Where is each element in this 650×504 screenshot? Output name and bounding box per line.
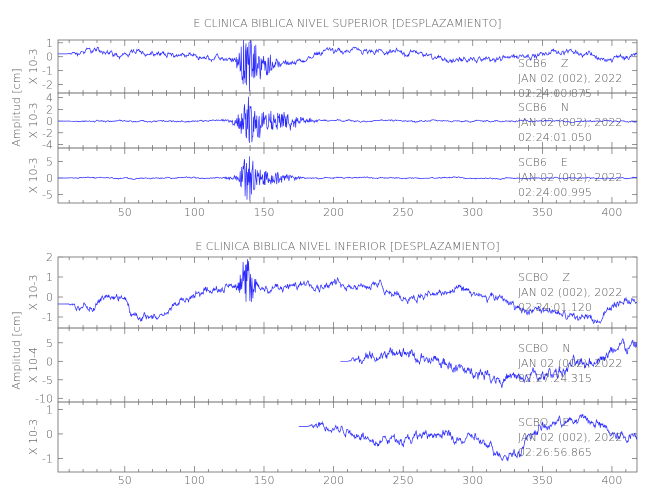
record-date: JAN 02 (002), 2022 [518, 431, 622, 444]
x-tick-label: 200 [323, 474, 344, 487]
y-tick-label: -1 [42, 452, 53, 465]
record-time: 02:27:24.315 [518, 372, 592, 385]
y-tick-label: 1 [46, 403, 53, 416]
x-tick-label: 150 [253, 474, 274, 487]
x-tick-label: 50 [118, 206, 132, 219]
component-name: E [561, 156, 568, 169]
x-tick-label: 400 [601, 206, 622, 219]
trace-SCBO-N [340, 338, 638, 388]
record-time: 02:24:01.120 [518, 301, 592, 314]
component-name: N [562, 342, 570, 355]
chart-title: E CLINICA BIBLICA NIVEL SUPERIOR [DESPLA… [193, 17, 501, 30]
y-tick-label: -2 [42, 127, 53, 140]
x-tick-label: 350 [532, 474, 553, 487]
trace-SCBO-Z [58, 259, 637, 324]
y-tick-label: 4 [46, 92, 53, 105]
station-label: SCB6 Z [518, 57, 569, 70]
y-tick-label: -5 [42, 189, 53, 202]
panel-SCB6-Z: 10-1-2X 10-3 SCB6 Z JAN 02 (002), 2022 02:24… [27, 37, 638, 100]
station-name: SCB6 [518, 101, 547, 114]
station-name: SCBO [518, 342, 548, 355]
y-tick-label: -1 [42, 311, 53, 324]
y-tick-label: 0 [46, 291, 53, 304]
scale-label: X 10-3 [27, 419, 40, 455]
y-tick-label: 0 [46, 355, 53, 368]
y-tick-label: -5 [42, 374, 53, 387]
x-tick-label: 300 [462, 206, 483, 219]
record-date: JAN 02 (002), 2022 [518, 72, 622, 85]
x-tick-label: 200 [323, 206, 344, 219]
record-time: 02:24:00.875 [518, 87, 592, 100]
y-tick-label: 5 [46, 337, 53, 350]
scale-label: X 10-3 [27, 103, 40, 139]
component-name: N [561, 101, 569, 114]
x-tick-label: 300 [462, 474, 483, 487]
chart-group-1: E CLINICA BIBLICA NIVEL INFERIOR [DESPLA… [10, 240, 638, 487]
component-name: Z [562, 271, 570, 284]
scale-label: X 10-3 [27, 158, 40, 194]
y-tick-label: 2 [46, 103, 53, 116]
panel-SCBO-N: 5 0 -5 -10 X 10-4 SCBO N JAN 02 (002), 2022 02:2… [27, 327, 638, 405]
panel-SCB6-E: 5 0 -5X 10-3 SCB6 E JAN 02 (002), 2022 02:24:0… [27, 147, 638, 204]
record-time: 02:24:00.995 [518, 186, 592, 199]
y-tick-label: 0 [46, 172, 53, 185]
record-date: JAN 02 (002), 2022 [518, 357, 622, 370]
station-name: SCB6 [518, 156, 547, 169]
y-tick-label: -10 [35, 392, 53, 405]
station-label: SCB6 N [518, 101, 569, 114]
scale-label: X 10-4 [27, 347, 40, 383]
trace-SCB6-E [58, 156, 637, 201]
record-time: 02:24:01.050 [518, 131, 592, 144]
x-tick-label: 100 [184, 474, 205, 487]
record-date: JAN 02 (002), 2022 [518, 286, 622, 299]
y-tick-label: -4 [42, 138, 53, 151]
x-tick-label: 100 [184, 206, 205, 219]
y-tick-label: 1 [46, 37, 53, 50]
panel-SCBO-Z: 2 1 0 -1X 10-3 SCBO Z JAN 02 (002), 2022 02:24:… [27, 251, 638, 329]
component-name: E [562, 416, 569, 429]
y-axis-label: Amplitud [cm] [10, 68, 23, 146]
x-tick-label: 150 [253, 206, 274, 219]
x-tick-label: 350 [532, 206, 553, 219]
panel-SCBO-E: 1 0 -1X 10-3 SCBO E JAN 02 (002), 2022 02:26:5… [27, 401, 638, 473]
station-label: SCB6 E [518, 156, 568, 169]
y-tick-label: 5 [46, 155, 53, 168]
y-tick-label: -1 [42, 65, 53, 78]
chart-group-0: E CLINICA BIBLICA NIVEL SUPERIOR [DESPLA… [10, 17, 638, 219]
station-name: SCB6 [518, 57, 547, 70]
x-tick-label: 50 [118, 474, 132, 487]
panel-frame [57, 39, 638, 94]
station-name: SCBO [518, 271, 548, 284]
station-label: SCBO Z [518, 271, 570, 284]
station-label: SCBO N [518, 342, 571, 355]
scale-label: X 10-3 [27, 275, 40, 311]
record-date: JAN 02 (002), 2022 [518, 171, 622, 184]
record-date: JAN 02 (002), 2022 [518, 116, 622, 129]
x-tick-label: 400 [601, 474, 622, 487]
y-tick-label: 0 [46, 115, 53, 128]
y-axis-label: Amplitud [cm] [10, 311, 23, 389]
y-tick-label: 2 [46, 251, 53, 264]
trace-SCBO-E [298, 413, 638, 462]
record-time: 02:26:56.865 [518, 446, 592, 459]
y-tick-label: 0 [46, 51, 53, 64]
component-name: Z [561, 57, 569, 70]
scale-label: X 10-3 [27, 49, 40, 85]
chart-title: E CLINICA BIBLICA NIVEL INFERIOR [DESPLA… [195, 240, 499, 253]
x-tick-label: 250 [393, 206, 414, 219]
station-name: SCBO [518, 416, 548, 429]
trace-SCB6-Z [58, 39, 638, 92]
station-label: SCBO E [518, 416, 569, 429]
trace-SCB6-N [58, 96, 637, 143]
y-tick-label: 1 [46, 271, 53, 284]
x-tick-label: 250 [393, 474, 414, 487]
panel-SCB6-N: 420-2-4X 10-3 SCB6 N JAN 02 (002), 2022 02:2… [27, 92, 638, 151]
y-tick-label: -2 [42, 79, 53, 92]
y-tick-label: 0 [46, 428, 53, 441]
